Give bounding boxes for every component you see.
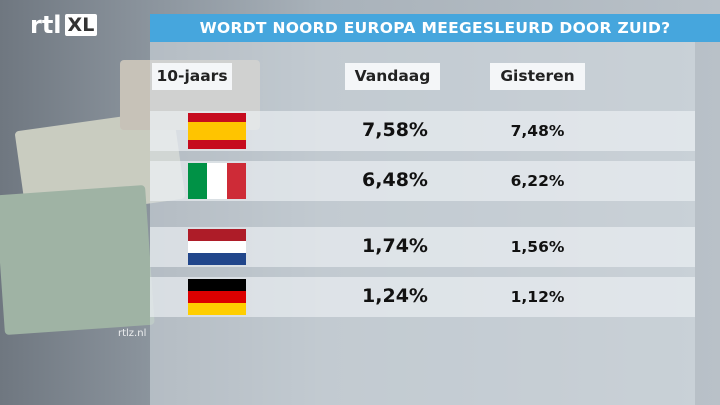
logo-text: rtl xyxy=(30,11,62,39)
logo: rtl XL xyxy=(30,10,98,40)
flag-spain xyxy=(188,113,246,149)
value-today: 6,48% xyxy=(362,169,428,191)
flag-germany xyxy=(188,279,246,315)
flag-netherlands xyxy=(188,229,246,265)
value-yesterday: 7,48% xyxy=(510,122,565,140)
title: WORDT NOORD EUROPA MEEGESLEURD DOOR ZUID… xyxy=(150,14,720,42)
column-header: Vandaag xyxy=(345,63,440,90)
value-yesterday: 6,22% xyxy=(510,172,565,190)
value-yesterday: 1,56% xyxy=(510,238,565,256)
value-yesterday: 1,12% xyxy=(510,288,565,306)
value-today: 7,58% xyxy=(362,119,428,141)
column-header: 10-jaars xyxy=(152,63,232,90)
watermark: rtlz.nl xyxy=(118,328,147,339)
value-today: 1,74% xyxy=(362,235,428,257)
logo-badge: XL xyxy=(64,14,98,36)
banknotes xyxy=(0,184,155,336)
panel xyxy=(150,42,695,405)
value-today: 1,24% xyxy=(362,285,428,307)
flag-italy xyxy=(188,163,246,199)
column-header: Gisteren xyxy=(490,63,585,90)
